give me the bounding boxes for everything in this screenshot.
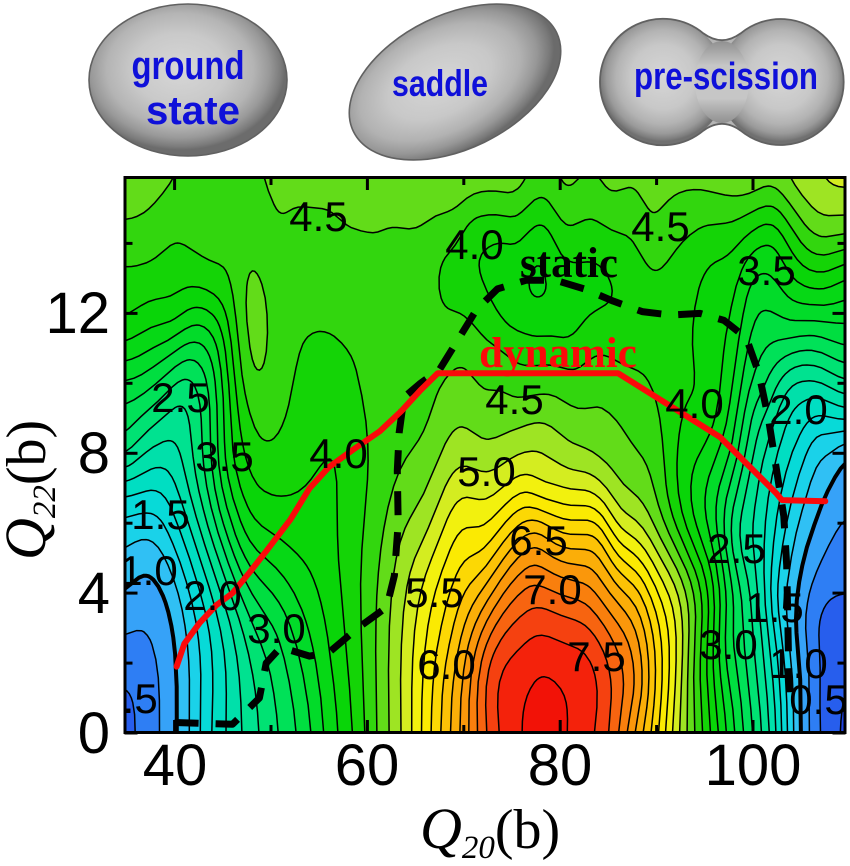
svg-text:7.5: 7.5	[567, 633, 625, 680]
svg-text:2.0: 2.0	[183, 572, 241, 619]
svg-text:2.0: 2.0	[769, 386, 827, 433]
svg-text:4.0: 4.0	[665, 380, 723, 427]
svg-text:3.5: 3.5	[737, 247, 795, 294]
svg-text:5.5: 5.5	[405, 569, 463, 616]
svg-text:static: static	[520, 240, 618, 287]
svg-text:pre-scission: pre-scission	[634, 56, 818, 98]
svg-text:1.0: 1.0	[769, 640, 827, 687]
svg-text:2.5: 2.5	[151, 374, 209, 421]
svg-text:60: 60	[335, 733, 400, 798]
svg-text:3.0: 3.0	[699, 621, 757, 668]
svg-text:state: state	[146, 89, 240, 133]
svg-text:80: 80	[528, 733, 593, 798]
svg-text:3.5: 3.5	[195, 433, 253, 480]
svg-text:4: 4	[78, 561, 110, 626]
svg-text:0: 0	[78, 701, 110, 766]
svg-text:3.0: 3.0	[247, 605, 305, 652]
svg-text:12: 12	[45, 281, 110, 346]
svg-text:4.0: 4.0	[309, 430, 367, 477]
svg-text:1.5: 1.5	[131, 491, 189, 538]
svg-text:7.0: 7.0	[523, 566, 581, 613]
svg-text:40: 40	[143, 733, 208, 798]
svg-text:saddle: saddle	[392, 63, 488, 104]
svg-text:4.5: 4.5	[289, 193, 347, 240]
svg-text:8: 8	[78, 421, 110, 486]
svg-text:4.0: 4.0	[445, 221, 503, 268]
svg-text:0.5: 0.5	[789, 676, 847, 723]
svg-text:1.5: 1.5	[745, 584, 803, 631]
svg-text:ground: ground	[132, 44, 245, 88]
svg-text:0.5: 0.5	[99, 675, 157, 722]
svg-text:4.5: 4.5	[631, 203, 689, 250]
svg-text:dynamic: dynamic	[479, 330, 637, 377]
svg-text:100: 100	[705, 733, 802, 798]
svg-text:1.0: 1.0	[119, 547, 177, 594]
svg-text:6.0: 6.0	[417, 641, 475, 688]
svg-text:6.5: 6.5	[509, 517, 567, 564]
svg-text:2.5: 2.5	[707, 525, 765, 572]
svg-text:4.5: 4.5	[485, 376, 543, 423]
svg-text:5.0: 5.0	[457, 448, 515, 495]
